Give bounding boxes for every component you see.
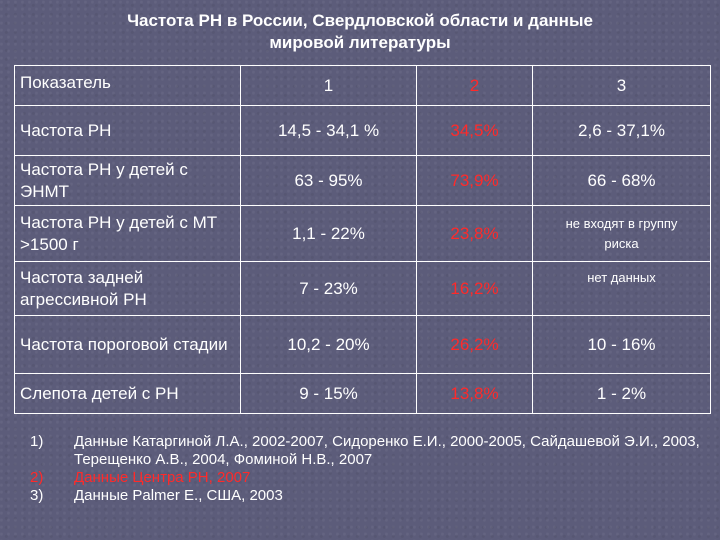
footnote-number: 2) xyxy=(30,469,44,486)
header-indicator: Показатель xyxy=(14,65,241,106)
cell-col-2: 26,2% xyxy=(416,315,533,374)
cell-col-3: 1 - 2% xyxy=(532,373,711,414)
header-col-1: 1 xyxy=(240,65,417,106)
row-label: Частота задней агрессивной РН xyxy=(14,261,241,316)
table-row: Частота пороговой стадии 10,2 - 20% 26,2… xyxy=(14,315,711,374)
footnote-number: 1) xyxy=(30,433,44,450)
cell-col-2: 34,5% xyxy=(416,105,533,156)
cell-col-3: 66 - 68% xyxy=(532,155,711,206)
cell-col-2: 13,8% xyxy=(416,373,533,414)
footnote-item: 1) Данные Катаргиной Л.А., 2002-2007, Си… xyxy=(30,433,710,469)
row-label: Частота РН xyxy=(14,105,241,156)
header-col-2: 2 xyxy=(416,65,533,106)
row-label: Слепота детей с РН xyxy=(14,373,241,414)
slide-title: Частота РН в России, Свердловской област… xyxy=(60,10,660,54)
cell-col-3: 10 - 16% xyxy=(532,315,711,374)
row-label: Частота РН у детей с ЭНМТ xyxy=(14,155,241,206)
table-row: Частота задней агрессивной РН 7 - 23% 16… xyxy=(14,261,711,316)
cell-col-1: 7 - 23% xyxy=(240,261,417,316)
footnote-item: 2) Данные Центра РН, 2007 xyxy=(30,469,710,487)
footnote-text: Данные Центра РН, 2007 xyxy=(74,469,251,486)
footnote-text: Данные Катаргиной Л.А., 2002-2007, Сидор… xyxy=(74,433,700,468)
cell-col-1: 63 - 95% xyxy=(240,155,417,206)
footnote-text: Данные Palmer E., США, 2003 xyxy=(74,487,283,504)
table-row: Частота РН у детей с ЭНМТ 63 - 95% 73,9%… xyxy=(14,155,711,206)
cell-col-1: 1,1 - 22% xyxy=(240,205,417,262)
cell-col-1: 10,2 - 20% xyxy=(240,315,417,374)
cell-col-3: нет данных xyxy=(532,261,711,316)
cell-col-1: 9 - 15% xyxy=(240,373,417,414)
cell-col-2: 16,2% xyxy=(416,261,533,316)
table-row: Частота РН 14,5 - 34,1 % 34,5% 2,6 - 37,… xyxy=(14,105,711,156)
header-row: Показатель 1 2 3 xyxy=(14,65,711,106)
table-row: Слепота детей с РН 9 - 15% 13,8% 1 - 2% xyxy=(14,373,711,414)
table-row: Частота РН у детей с МТ >1500 г 1,1 - 22… xyxy=(14,205,711,262)
title-line-1: Частота РН в России, Свердловской област… xyxy=(127,11,593,30)
cell-col-3: 2,6 - 37,1% xyxy=(532,105,711,156)
cell-col-2: 73,9% xyxy=(416,155,533,206)
title-line-2: мировой литературы xyxy=(269,33,451,52)
row-label: Частота пороговой стадии xyxy=(14,315,241,374)
cell-col-3: не входят в группу риска xyxy=(532,205,711,262)
incidence-table: Показатель 1 2 3 Частота РН 14,5 - 34,1 … xyxy=(14,65,711,414)
footnote-number: 3) xyxy=(30,487,44,504)
footnotes: 1) Данные Катаргиной Л.А., 2002-2007, Си… xyxy=(30,433,710,505)
footnote-item: 3) Данные Palmer E., США, 2003 xyxy=(30,487,710,505)
cell-col-2: 23,8% xyxy=(416,205,533,262)
header-col-3: 3 xyxy=(532,65,711,106)
cell-col-1: 14,5 - 34,1 % xyxy=(240,105,417,156)
row-label: Частота РН у детей с МТ >1500 г xyxy=(14,205,241,262)
